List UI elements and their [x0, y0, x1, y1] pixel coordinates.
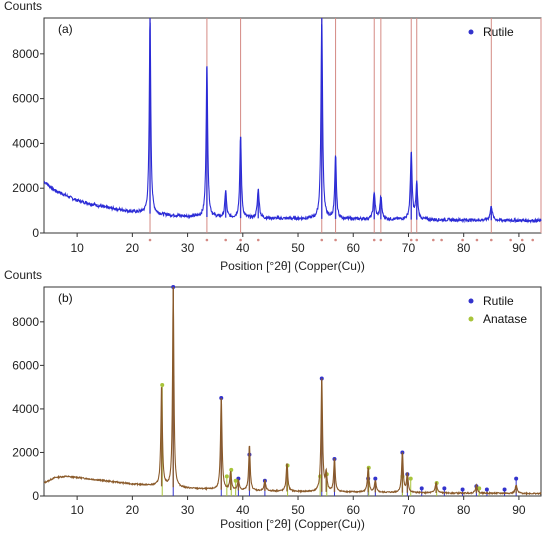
reference-marker-rutile	[502, 487, 507, 492]
reference-marker-rutile	[373, 476, 378, 481]
plot-area	[43, 286, 542, 497]
xrd-pattern-line	[43, 22, 542, 224]
chart-panel-2: 0 2000 4000 6000 8000 10 20 30 40 50 60 70 80 90 Count…	[4, 268, 542, 531]
x-tick-label: 50	[291, 241, 305, 255]
x-tick-label: 30	[181, 503, 195, 517]
reference-dot	[205, 238, 209, 242]
reference-marker-anatase	[224, 474, 229, 479]
reference-marker-rutile	[514, 476, 519, 481]
x-tick-label: 90	[512, 503, 526, 517]
reference-dot	[239, 238, 242, 242]
reference-dot	[334, 238, 337, 242]
reference-dot	[490, 238, 493, 242]
legend-marker-rutile	[468, 29, 474, 35]
reference-dot	[432, 238, 435, 242]
reference-marker-rutile	[419, 486, 424, 491]
x-tick-label: 70	[402, 241, 416, 255]
reference-marker-rutile	[442, 486, 447, 491]
reference-marker-rutile	[236, 476, 241, 481]
x-tick-label: 50	[291, 503, 305, 517]
reference-marker-anatase	[477, 486, 482, 491]
reference-marker-anatase	[408, 476, 413, 481]
x-axis-label: Position [°2θ] (Copper(Cu))	[220, 259, 365, 273]
reference-dot	[461, 238, 464, 242]
x-tick-label: 90	[512, 241, 526, 255]
x-tick-label: 40	[236, 503, 250, 517]
xrd-pattern-line	[43, 286, 542, 496]
reference-marker-rutile	[484, 487, 489, 492]
y-axis-label: Counts	[4, 0, 42, 13]
chart-panel-1: 0 2000 4000 6000 8000 10 20 30 40 50 60 70 80 90 Count…	[4, 0, 542, 273]
reference-dot	[256, 238, 260, 242]
y-tick-label: 4000	[12, 136, 39, 150]
y-tick-label: 8000	[12, 47, 39, 61]
y-tick-label: 0	[32, 226, 39, 240]
panel-label: (b)	[58, 291, 73, 305]
reference-dot	[440, 238, 443, 242]
reference-dot	[409, 238, 413, 242]
x-tick-label: 70	[402, 503, 416, 517]
legend-marker-anatase	[468, 316, 474, 322]
x-tick-label: 10	[70, 503, 84, 517]
plot-area	[43, 17, 542, 234]
y-tick-label: 4000	[12, 402, 39, 416]
x-tick-label: 10	[70, 241, 84, 255]
x-tick-label: 20	[126, 503, 140, 517]
x-tick-label: 40	[236, 241, 250, 255]
y-tick-label: 2000	[12, 181, 39, 195]
reference-dot	[379, 238, 383, 242]
legend-label-rutile: Rutile	[483, 25, 514, 39]
reference-dot	[148, 238, 152, 242]
y-tick-label: 8000	[12, 315, 39, 329]
x-tick-label: 60	[347, 503, 361, 517]
y-tick-label: 6000	[12, 358, 39, 372]
reference-dot	[531, 238, 535, 242]
x-tick-label: 20	[126, 241, 140, 255]
reference-dot	[415, 238, 419, 242]
reference-dot	[320, 238, 324, 242]
legend-label-rutile: Rutile	[483, 294, 514, 308]
panel-label: (a)	[58, 22, 73, 36]
y-tick-label: 2000	[12, 445, 39, 459]
reference-marker-anatase	[229, 467, 234, 472]
reference-dot	[475, 238, 479, 242]
x-tick-label: 30	[181, 241, 195, 255]
y-tick-label: 0	[32, 489, 39, 503]
reference-marker-anatase	[160, 382, 165, 387]
reference-marker-anatase	[233, 478, 238, 483]
reference-marker-rutile	[460, 487, 465, 492]
reference-dot	[509, 238, 512, 242]
reference-dot	[520, 238, 524, 242]
y-tick-label: 6000	[12, 92, 39, 106]
reference-dot	[372, 238, 376, 242]
legend-marker-rutile	[468, 298, 474, 304]
legend-label-anatase: Anatase	[483, 312, 527, 326]
x-tick-label: 60	[347, 241, 361, 255]
x-tick-label: 80	[457, 503, 471, 517]
x-tick-label: 80	[457, 241, 471, 255]
reference-dot	[224, 238, 227, 242]
x-axis-label: Position [°2θ] (Copper(Cu))	[220, 517, 365, 531]
y-axis-label: Counts	[4, 268, 42, 282]
